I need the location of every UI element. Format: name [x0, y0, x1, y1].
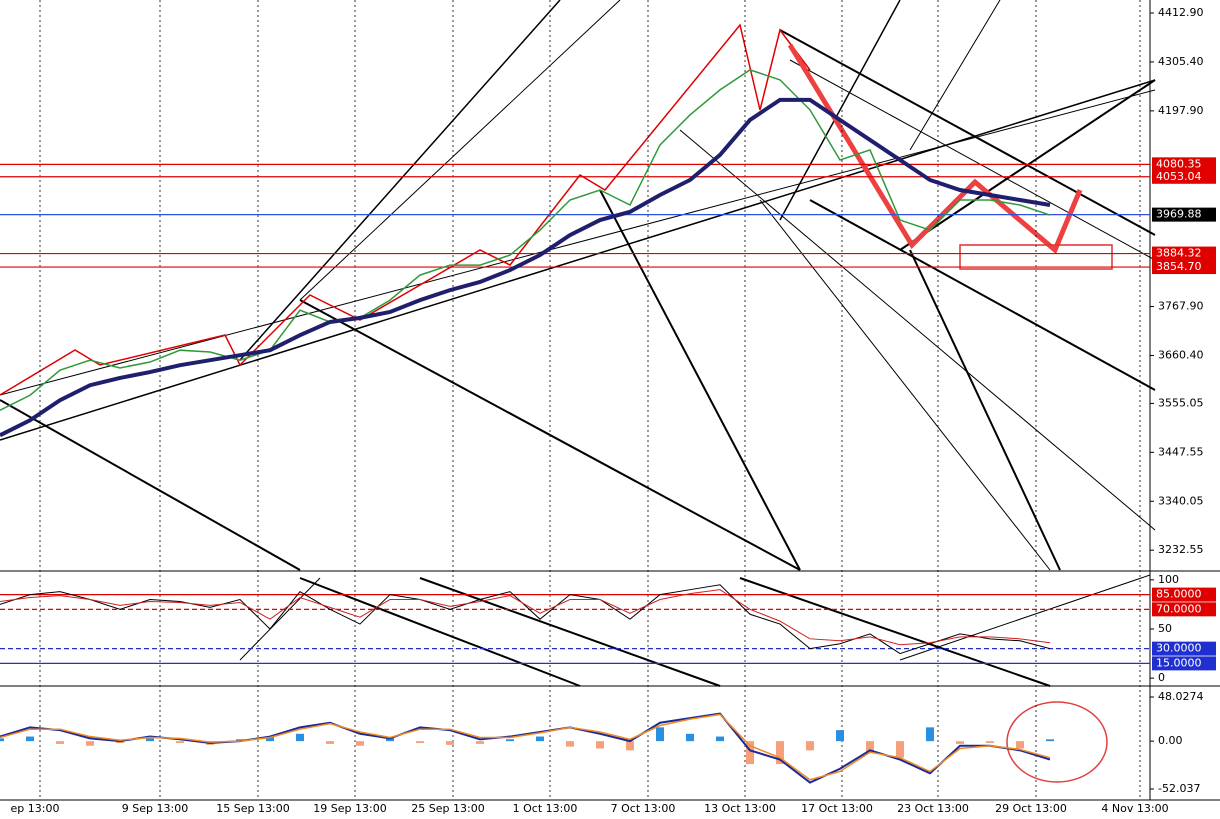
histogram-bar [596, 741, 604, 749]
level-label: 85.0000 [1156, 588, 1202, 601]
level-label: 4080.35 [1156, 157, 1202, 170]
x-tick-label: 15 Sep 13:00 [216, 802, 289, 815]
histogram-bar [446, 741, 454, 745]
histogram-bar [776, 741, 784, 765]
histogram-bar [656, 727, 664, 742]
level-label: 15.0000 [1156, 656, 1202, 669]
y-tick-label: 0.00 [1158, 734, 1183, 747]
histogram-bar [356, 741, 364, 746]
level-box [1152, 656, 1216, 671]
histogram-bar [146, 738, 154, 742]
histogram-bar [686, 733, 694, 742]
level-label: 30.0000 [1156, 642, 1202, 655]
histogram-bar [836, 730, 844, 742]
histogram-bar [0, 738, 4, 742]
histogram-bar [176, 741, 184, 743]
x-tick-label: 9 Sep 13:00 [122, 802, 188, 815]
histogram-bar [806, 741, 814, 751]
y-tick-label: 50 [1158, 622, 1172, 635]
y-tick-label: 3232.55 [1158, 543, 1204, 556]
y-tick-label: 3660.40 [1158, 348, 1204, 361]
x-tick-label: 23 Oct 13:00 [897, 802, 969, 815]
annotations [0, 23, 1113, 783]
histogram-bar [56, 741, 64, 744]
level-label: 70.0000 [1156, 602, 1202, 615]
y-tick-label: 3555.05 [1158, 396, 1204, 409]
level-label: 3854.70 [1156, 260, 1202, 273]
level-box [1152, 602, 1216, 617]
y-tick-label: 3447.55 [1158, 445, 1204, 458]
y-tick-label: -52.037 [1158, 782, 1200, 795]
series-line [0, 713, 1051, 781]
x-tick-label: 1 Oct 13:00 [513, 802, 578, 815]
histogram-bar [296, 733, 304, 742]
histogram-bar [566, 741, 574, 747]
level-label: 3969.88 [1156, 208, 1202, 221]
histogram-bar [86, 741, 94, 746]
histogram-bar [326, 741, 334, 744]
y-tick-label: 3767.90 [1158, 300, 1204, 313]
series-line [0, 584, 1051, 655]
histogram-bar [506, 739, 514, 742]
y-tick-label: 4305.40 [1158, 55, 1204, 68]
level-box [1152, 246, 1216, 261]
histogram-bar [866, 741, 874, 753]
histogram-bar [416, 741, 424, 743]
level-label: 3884.32 [1156, 247, 1202, 260]
histogram-bar [26, 736, 34, 742]
histogram-bar [716, 736, 724, 742]
level-box [1152, 157, 1216, 172]
x-tick-label: 19 Sep 13:00 [313, 802, 386, 815]
level-box [1152, 207, 1216, 222]
y-tick-label: 4412.90 [1158, 6, 1204, 19]
y-tick-label: 100 [1158, 573, 1179, 586]
x-tick-label: 25 Sep 13:00 [411, 802, 484, 815]
series-line [0, 97, 1051, 438]
histogram-bar [626, 741, 634, 751]
x-tick-label: 29 Oct 13:00 [995, 802, 1067, 815]
histogram-bar [896, 741, 904, 758]
y-tick-label: 0 [1158, 671, 1165, 684]
level-box [1152, 169, 1216, 184]
y-tick-label: 48.0274 [1158, 690, 1204, 703]
histogram-bar [926, 727, 934, 742]
histogram-bar [1046, 739, 1054, 742]
histogram-bar [956, 741, 964, 744]
histogram-bar [746, 741, 754, 765]
x-tick-label: 7 Oct 13:00 [611, 802, 676, 815]
histogram-bar [266, 736, 274, 742]
histogram-bar [536, 736, 544, 742]
level-box [1152, 641, 1216, 656]
x-tick-label: 4 Nov 13:00 [1101, 802, 1168, 815]
y-tick-label: 3340.05 [1158, 494, 1204, 507]
histogram-bar [986, 741, 994, 743]
histogram-bar [476, 741, 484, 744]
series-line [0, 69, 1051, 411]
x-tick-label: 17 Oct 13:00 [801, 802, 873, 815]
y-tick-label: 4197.90 [1158, 104, 1204, 117]
x-tick-label: 13 Oct 13:00 [704, 802, 776, 815]
level-box [1152, 587, 1216, 602]
series-line [0, 589, 1051, 646]
level-label: 4053.04 [1156, 170, 1202, 183]
level-box [1152, 260, 1216, 275]
histogram-bar [1016, 741, 1024, 749]
x-tick-label: ep 13:00 [11, 802, 60, 815]
